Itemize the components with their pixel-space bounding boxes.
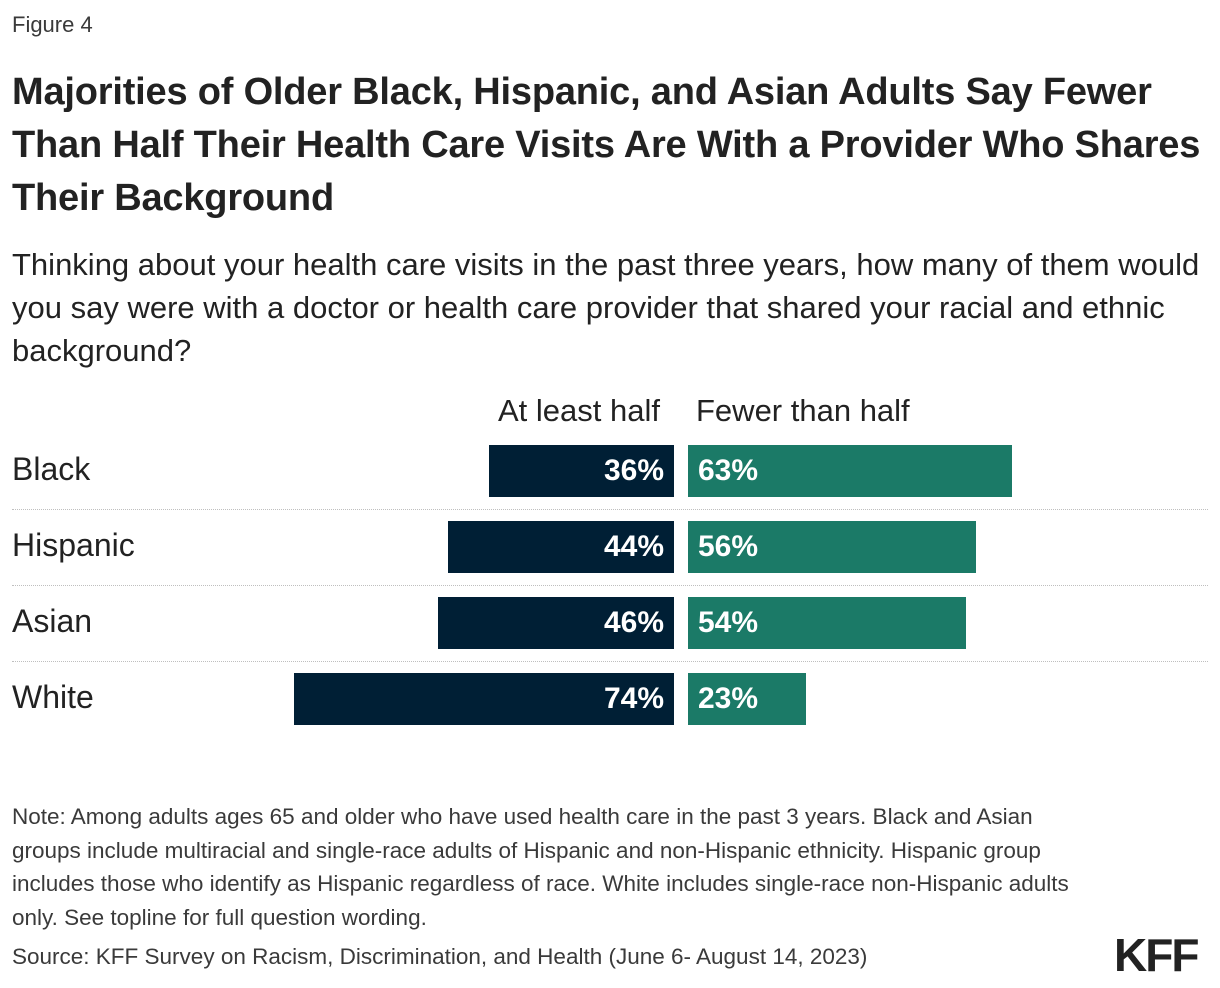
row-label-asian: Asian [12,603,93,639]
value-label-fewer-than-half-black: 63% [698,454,759,487]
row-separator [12,661,1208,662]
row-label-hispanic: Hispanic [12,527,135,563]
row-label-white: White [12,679,94,715]
legend-fewer-than-half: Fewer than half [696,393,910,428]
bar-at-least-half-black [488,445,674,497]
bar-fewer-than-half-black [688,445,1012,497]
kff-logo: KFF [1114,929,1199,981]
value-label-fewer-than-half-white: 23% [698,682,759,715]
value-label-fewer-than-half-asian: 54% [698,606,759,639]
bar-at-least-half-hispanic [447,521,674,573]
bar-at-least-half-asian [437,597,674,649]
value-label-fewer-than-half-hispanic: 56% [698,530,759,563]
bar-fewer-than-half-asian [688,597,966,649]
figure-label: Figure 4 [12,12,93,37]
value-label-at-least-half-asian: 46% [603,606,664,639]
value-label-at-least-half-white: 74% [603,682,664,715]
chart-source: Source: KFF Survey on Racism, Discrimina… [12,944,868,969]
chart-note: Note: Among adults ages 65 and older who… [12,804,1069,930]
chart-title: Majorities of Older Black, Hispanic, and… [12,71,1201,219]
legend-at-least-half: At least half [498,393,660,428]
value-label-at-least-half-black: 36% [603,454,664,487]
bar-at-least-half-white [293,673,674,725]
value-label-at-least-half-hispanic: 44% [603,530,664,563]
bar-fewer-than-half-white [688,673,807,725]
row-separator [12,509,1208,510]
row-separator [12,585,1208,586]
bar-fewer-than-half-hispanic [688,521,976,573]
row-label-black: Black [12,451,91,487]
chart-subtitle: Thinking about your health care visits i… [12,247,1200,368]
